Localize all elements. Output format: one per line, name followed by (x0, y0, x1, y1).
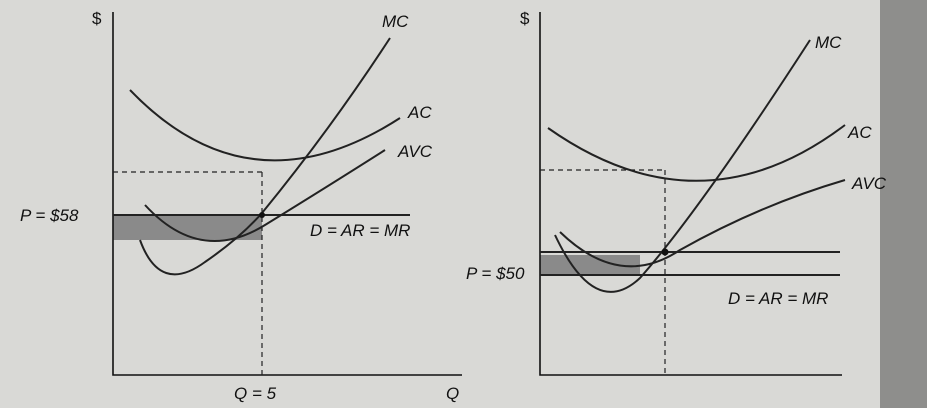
ac-label: AC (407, 103, 432, 122)
equilibrium-point (661, 248, 669, 256)
mc-label: MC (815, 33, 842, 52)
dashed-guides (540, 169, 666, 375)
page-edge (880, 0, 927, 408)
demand-label: D = AR = MR (310, 221, 410, 240)
mc-curve (139, 37, 391, 276)
equilibrium-point (259, 212, 265, 218)
avc-label: AVC (397, 142, 433, 161)
avc-curve (144, 149, 386, 242)
axes (539, 12, 842, 376)
y-axis-label: $ (520, 9, 530, 28)
axes (112, 12, 462, 376)
right-diagram: $ MC AC AVC P = $50 D = AR = MR (466, 9, 887, 376)
mc-label: MC (382, 12, 409, 31)
left-diagram: $ MC AC AVC P = $58 D = AR = MR Q = 5 Q (20, 9, 462, 403)
price-label: P = $50 (466, 264, 525, 283)
ac-label: AC (847, 123, 872, 142)
price-label: P = $58 (20, 206, 79, 225)
y-axis-label: $ (92, 9, 102, 28)
ac-curve (129, 89, 401, 162)
avc-curve (559, 179, 846, 268)
mc-curve (554, 39, 811, 293)
shaded-area (540, 255, 640, 275)
demand-label: D = AR = MR (728, 289, 828, 308)
quantity-label: Q = 5 (234, 384, 277, 403)
ac-curve (547, 124, 846, 182)
dashed-guides (113, 171, 263, 375)
avc-label: AVC (851, 174, 887, 193)
x-axis-label: Q (446, 384, 459, 403)
